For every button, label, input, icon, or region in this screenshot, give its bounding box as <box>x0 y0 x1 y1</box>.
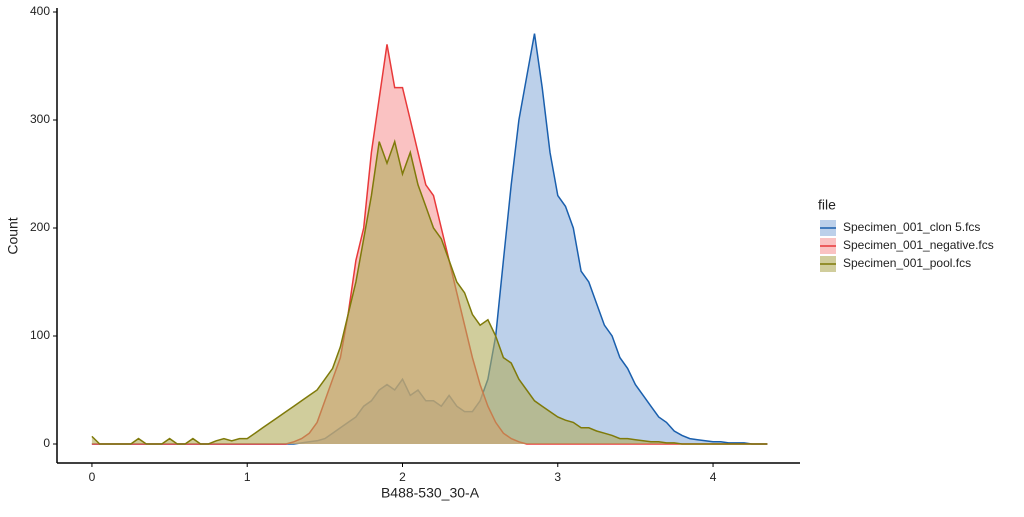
area <box>91 33 768 444</box>
line <box>91 138 768 445</box>
x-tick-label: 2 <box>399 470 406 484</box>
x-axis-label: B488-530_30-A <box>381 485 480 501</box>
y-tick-label: 200 <box>30 220 50 234</box>
x-tick-label: 4 <box>710 470 717 484</box>
legend-title: file <box>818 197 836 213</box>
y-tick-label: 400 <box>30 4 50 18</box>
legend-label: Specimen_001_negative.fcs <box>843 238 994 252</box>
y-tick-label: 100 <box>30 328 50 342</box>
x-tick-label: 3 <box>554 470 561 484</box>
legend-label: Specimen_001_pool.fcs <box>843 256 971 270</box>
y-axis-label: Count <box>5 217 21 254</box>
area <box>91 141 768 444</box>
y-tick-label: 0 <box>43 436 50 450</box>
legend-label: Specimen_001_clon 5.fcs <box>843 220 980 234</box>
x-tick-label: 1 <box>244 470 251 484</box>
y-tick-label: 300 <box>30 112 50 126</box>
x-tick-label: 0 <box>89 470 96 484</box>
